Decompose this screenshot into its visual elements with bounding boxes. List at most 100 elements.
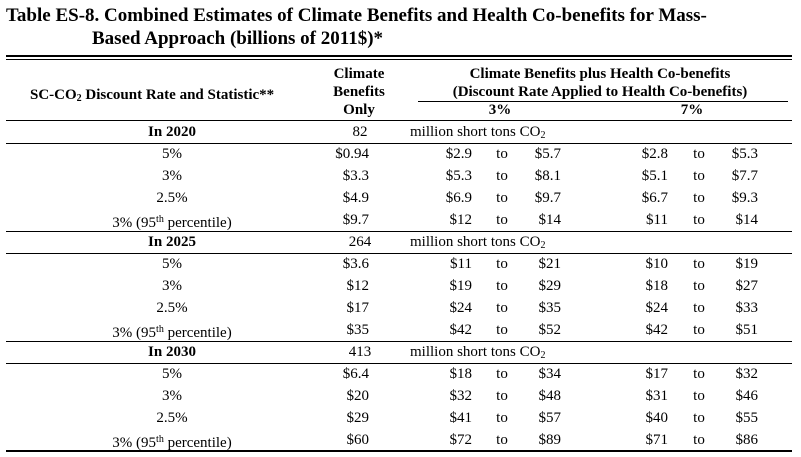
subheader-rule (418, 101, 788, 102)
value-3pct-low: $42 (449, 322, 473, 338)
subheader-7pct: 7% (680, 102, 704, 118)
emissions-units: million short tons CO2 (410, 234, 546, 251)
stat-label: 2.5% (156, 410, 188, 426)
climate-value: $3.3 (342, 168, 369, 184)
value-7pct-low: $40 (645, 410, 669, 426)
value-7pct-high: $5.3 (731, 146, 758, 162)
stat-label: 3% (162, 388, 182, 404)
value-7pct-high: $46 (735, 388, 759, 404)
stat-label: 3% (162, 168, 182, 184)
stat-label: 3% (95th percentile) (112, 214, 232, 231)
stat-label: 2.5% (156, 300, 188, 316)
value-3pct-low: $72 (449, 432, 473, 448)
col-header-combined-1: Climate Benefits plus Health Co-benefits (469, 66, 731, 82)
top-rule (6, 55, 792, 57)
value-7pct-low: $5.1 (641, 168, 668, 184)
value-7pct-high: $32 (735, 366, 759, 382)
value-3pct-high: $52 (538, 322, 562, 338)
to-separator: to (693, 388, 705, 404)
to-separator: to (496, 322, 508, 338)
stat-label: 3% (162, 278, 182, 294)
col-header-statistic: SC-CO2 Discount Rate and Statistic** (30, 87, 275, 104)
value-3pct-high: $8.1 (534, 168, 561, 184)
table-title-line1: Table ES-8. Combined Estimates of Climat… (6, 5, 707, 26)
bottom-rule (6, 450, 792, 452)
to-separator: to (496, 410, 508, 426)
value-7pct-low: $11 (646, 212, 668, 228)
value-3pct-high: $14 (538, 212, 562, 228)
to-separator: to (693, 366, 705, 382)
emissions-value: 264 (348, 234, 372, 250)
to-separator: to (693, 190, 705, 206)
year-label: In 2020 (148, 124, 196, 140)
to-separator: to (693, 432, 705, 448)
value-7pct-low: $2.8 (641, 146, 668, 162)
value-3pct-high: $9.7 (534, 190, 561, 206)
value-3pct-high: $21 (538, 256, 562, 272)
col-header-combined-2: (Discount Rate Applied to Health Co-bene… (452, 84, 748, 100)
to-separator: to (496, 366, 508, 382)
value-7pct-low: $24 (645, 300, 669, 316)
value-3pct-high: $48 (538, 388, 562, 404)
value-7pct-high: $14 (735, 212, 759, 228)
value-7pct-high: $19 (735, 256, 759, 272)
group-rule (6, 363, 792, 364)
value-3pct-low: $6.9 (445, 190, 472, 206)
stat-label: 5% (162, 146, 182, 162)
value-7pct-high: $55 (735, 410, 759, 426)
table-title: Table ES-8. Combined Estimates of Climat… (6, 4, 796, 50)
year-label: In 2030 (148, 344, 196, 360)
to-separator: to (496, 278, 508, 294)
emissions-units: million short tons CO2 (410, 344, 546, 361)
group-separator (6, 231, 792, 232)
emissions-units: million short tons CO2 (410, 124, 546, 141)
value-7pct-high: $33 (735, 300, 759, 316)
value-3pct-high: $5.7 (534, 146, 561, 162)
value-3pct-high: $35 (538, 300, 562, 316)
to-separator: to (496, 190, 508, 206)
climate-value: $6.4 (342, 366, 369, 382)
value-7pct-low: $71 (645, 432, 669, 448)
stat-label: 2.5% (156, 190, 188, 206)
to-separator: to (496, 168, 508, 184)
stat-label: 5% (162, 256, 182, 272)
group-rule (6, 143, 792, 144)
col-header-climate-2: Benefits (333, 84, 385, 100)
value-3pct-low: $41 (449, 410, 473, 426)
climate-value: $60 (346, 432, 370, 448)
value-7pct-high: $7.7 (731, 168, 758, 184)
value-7pct-high: $9.3 (731, 190, 758, 206)
to-separator: to (496, 256, 508, 272)
value-3pct-high: $34 (538, 366, 562, 382)
emissions-value: 82 (352, 124, 368, 140)
value-3pct-low: $11 (450, 256, 472, 272)
to-separator: to (693, 146, 705, 162)
climate-value: $9.7 (342, 212, 369, 228)
value-7pct-high: $27 (735, 278, 759, 294)
value-7pct-low: $6.7 (641, 190, 668, 206)
col-header-climate-3: Only (343, 102, 375, 118)
to-separator: to (496, 432, 508, 448)
col-header-climate-1: Climate (333, 66, 385, 82)
climate-value: $0.94 (335, 146, 369, 162)
to-separator: to (496, 212, 508, 228)
value-3pct-low: $12 (449, 212, 473, 228)
to-separator: to (693, 322, 705, 338)
value-7pct-high: $51 (735, 322, 759, 338)
value-3pct-low: $18 (449, 366, 473, 382)
year-label: In 2025 (148, 234, 196, 250)
value-7pct-low: $10 (645, 256, 669, 272)
to-separator: to (496, 300, 508, 316)
group-rule (6, 253, 792, 254)
emissions-value: 413 (348, 344, 372, 360)
value-3pct-high: $29 (538, 278, 562, 294)
value-7pct-high: $86 (735, 432, 759, 448)
value-7pct-low: $31 (645, 388, 669, 404)
to-separator: to (693, 212, 705, 228)
stat-label: 5% (162, 366, 182, 382)
to-separator: to (496, 388, 508, 404)
subheader-3pct: 3% (488, 102, 512, 118)
value-3pct-low: $24 (449, 300, 473, 316)
value-7pct-low: $17 (645, 366, 669, 382)
to-separator: to (693, 256, 705, 272)
